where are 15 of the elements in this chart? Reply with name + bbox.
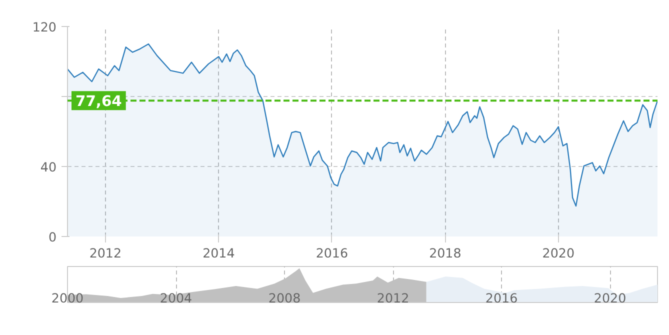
- x-tick-label: 2016: [316, 246, 348, 260]
- x-tick-label: 2014: [202, 246, 235, 260]
- x-tick-label: 2016: [485, 290, 518, 306]
- x-tick-label: 2000: [51, 290, 84, 306]
- y-tick-label: 0: [48, 230, 57, 244]
- x-tick-label: 2012: [376, 290, 410, 306]
- y-tick-label: 120: [32, 20, 57, 34]
- x-tick-label: 2018: [429, 246, 462, 260]
- y-tick-label: 40: [40, 160, 57, 174]
- x-tick-label: 2004: [160, 290, 192, 306]
- x-tick-label: 2020: [594, 290, 626, 306]
- x-tick-label: 2008: [268, 290, 301, 306]
- x-tick-label: 2012: [89, 246, 122, 260]
- x-tick-label: 2020: [542, 246, 575, 260]
- ref-line-label: 77,64: [76, 93, 122, 110]
